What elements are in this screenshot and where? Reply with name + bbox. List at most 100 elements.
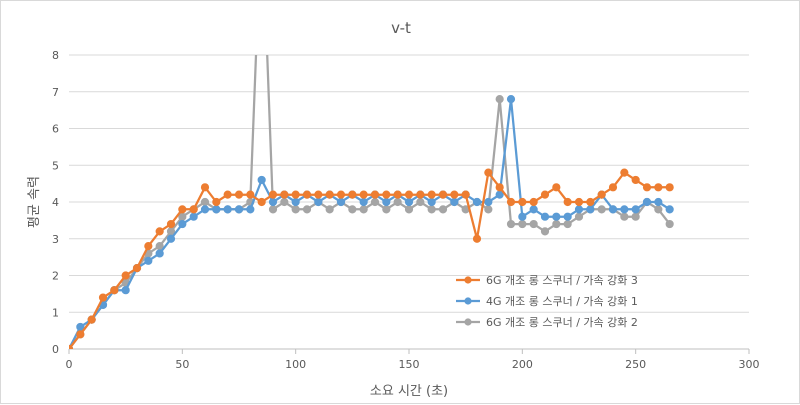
data-point (529, 205, 538, 214)
data-point (200, 205, 210, 214)
data-point (506, 197, 516, 207)
data-point (189, 205, 198, 214)
data-point (495, 95, 504, 104)
chart-title: v-t (391, 19, 411, 37)
data-point (314, 197, 323, 207)
data-point (212, 205, 221, 214)
data-point (438, 190, 448, 199)
y-tick-label: 5 (52, 159, 59, 172)
data-point (642, 183, 652, 192)
data-point (382, 205, 391, 214)
data-point (268, 197, 278, 207)
x-tick-label: 50 (175, 358, 189, 371)
series-layer (69, 55, 674, 349)
y-axis-title: 평균 속력 (27, 176, 42, 228)
data-point (178, 205, 187, 214)
data-point (597, 190, 606, 199)
data-point (246, 190, 255, 199)
y-tick-label: 2 (52, 270, 59, 283)
x-tick-label: 200 (512, 358, 533, 371)
data-point (620, 212, 629, 221)
legend: 6G 개조 롱 스쿠너 / 가속 강화 3 4G 개조 롱 스쿠너 / 가속 강화… (456, 274, 638, 329)
data-point (506, 95, 516, 104)
data-point (268, 190, 278, 199)
data-point (665, 205, 674, 214)
data-point (427, 205, 436, 214)
data-point (314, 190, 323, 199)
legend-label: 6G 개조 롱 스쿠너 / 가속 강화 3 (486, 274, 638, 287)
data-point (268, 205, 278, 214)
data-point (280, 197, 289, 207)
data-point (506, 219, 516, 229)
data-point (69, 344, 74, 349)
data-point (393, 190, 402, 199)
data-point (121, 286, 130, 295)
data-point (654, 183, 663, 192)
data-point (450, 197, 459, 207)
y-tick-label: 1 (52, 306, 59, 319)
data-point (404, 190, 414, 199)
data-point (200, 183, 210, 192)
data-point (586, 197, 595, 207)
legend-marker (464, 297, 472, 305)
data-point (404, 205, 414, 214)
data-point (325, 190, 334, 199)
data-point (166, 234, 176, 243)
data-point (654, 205, 663, 214)
data-point (370, 190, 380, 199)
data-point (359, 197, 368, 207)
data-point (665, 219, 674, 229)
x-tick-label: 100 (285, 358, 306, 371)
data-point (132, 264, 142, 273)
data-point (291, 205, 300, 214)
data-point (359, 190, 368, 199)
y-tick-label: 6 (52, 123, 59, 136)
data-point (450, 190, 459, 199)
y-tick-label: 7 (52, 86, 59, 99)
x-axis-title: 소요 시간 (초) (370, 384, 448, 399)
data-point (393, 197, 402, 207)
data-point (382, 197, 391, 207)
data-point (98, 293, 108, 302)
data-point (223, 205, 232, 214)
data-point (291, 190, 300, 199)
data-point (144, 256, 153, 265)
legend-marker (464, 276, 472, 284)
data-point (540, 227, 550, 236)
data-point (461, 190, 470, 199)
data-point (608, 205, 618, 214)
data-point (189, 212, 198, 221)
x-tick-label: 150 (399, 358, 420, 371)
data-point (76, 330, 85, 339)
data-point (518, 219, 527, 229)
data-point (518, 197, 527, 207)
data-point (155, 249, 164, 258)
data-point (563, 197, 572, 207)
data-point (574, 197, 584, 207)
data-point (166, 219, 176, 229)
series-line (69, 97, 671, 349)
data-point (348, 205, 357, 214)
data-point (665, 183, 674, 192)
data-point (518, 212, 527, 221)
data-point (359, 205, 368, 214)
data-point (631, 175, 640, 185)
data-point (631, 212, 640, 221)
data-point (631, 205, 640, 214)
axes: 0 1 2 3 4 5 6 7 8 0 50 100 150 200 250 300 (52, 49, 760, 371)
data-point (155, 227, 164, 236)
data-point (597, 205, 606, 214)
data-point (484, 168, 493, 177)
data-point (540, 212, 550, 221)
data-point (529, 197, 538, 207)
data-point (529, 219, 538, 229)
data-point (495, 183, 504, 192)
data-point (178, 219, 187, 229)
data-point (552, 183, 561, 192)
data-point (586, 205, 595, 214)
x-tick-label: 250 (625, 358, 646, 371)
data-point (427, 197, 436, 207)
y-tick-label: 0 (52, 343, 59, 356)
data-point (336, 197, 346, 207)
